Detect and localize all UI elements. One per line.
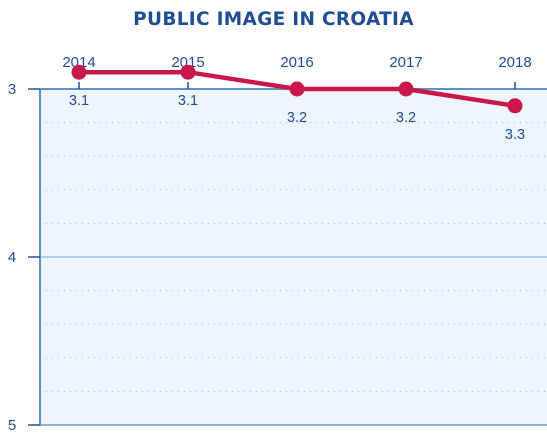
data-label: 3.2 [287, 110, 307, 126]
x-tick-label: 2014 [62, 54, 95, 71]
x-tick-label: 2017 [389, 54, 422, 71]
x-tick-label: 2016 [280, 54, 313, 71]
data-point [289, 81, 305, 97]
data-label: 3.1 [69, 93, 89, 109]
data-point [71, 64, 87, 80]
data-point [398, 81, 414, 97]
data-point [180, 64, 196, 80]
data-label: 3.2 [396, 110, 416, 126]
data-point [507, 98, 523, 114]
y-tick-label: 4 [8, 249, 16, 266]
y-tick-label: 5 [8, 417, 16, 433]
chart-title: PUBLIC IMAGE IN CROATIA [133, 9, 414, 30]
data-label: 3.3 [505, 127, 525, 143]
x-tick-label: 2018 [498, 54, 531, 71]
x-tick-label: 2015 [171, 54, 204, 71]
data-label: 3.1 [178, 93, 198, 109]
y-tick-label: 3 [8, 81, 16, 98]
